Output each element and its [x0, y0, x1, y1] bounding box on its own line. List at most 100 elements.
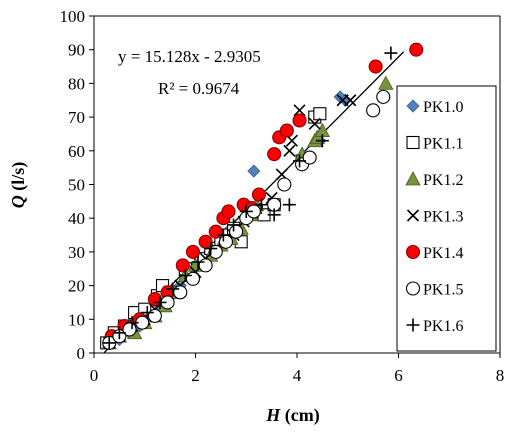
y-tick-label: 100 [60, 7, 86, 26]
legend-label-pk1-1: PK1.1 [423, 136, 463, 153]
legend-item-pk1-3: PK1.3 [406, 209, 463, 226]
point-pk1-4 [292, 113, 307, 128]
point-pk1-6 [216, 228, 230, 242]
point-pk1-5 [277, 177, 292, 192]
y-tick-label: 60 [68, 142, 85, 161]
legend-item-pk1-6: PK1.6 [406, 318, 463, 335]
point-pk1-2 [378, 75, 394, 90]
point-pk1-3 [283, 144, 296, 157]
legend-label-pk1-4: PK1.4 [423, 245, 463, 262]
legend-marker-pk1-4 [405, 244, 421, 260]
axes: 0 10 20 30 40 50 60 70 80 90 100 0 2 4 6 8 [60, 7, 505, 385]
x-tick-label: 2 [191, 366, 200, 385]
y-tick-label: 30 [68, 243, 85, 262]
point-pk1-6 [191, 255, 205, 269]
point-pk1-6 [293, 154, 307, 168]
point-pk1-4 [368, 59, 383, 74]
point-pk1-6 [153, 295, 167, 309]
y-tick-label: 80 [68, 74, 85, 93]
point-pk1-5 [229, 224, 244, 239]
point-pk1-5 [173, 285, 188, 300]
point-pk1-5 [218, 234, 233, 249]
legend-marker-pk1-5 [405, 281, 421, 296]
point-pk1-4 [279, 123, 294, 138]
series-pk1-4 [104, 42, 424, 344]
y-axis-unit: (l/s) [8, 162, 29, 196]
legend-marker-pk1-3 [406, 209, 420, 222]
x-tick-label: 0 [90, 366, 99, 385]
y-tick-label: 0 [77, 344, 86, 363]
legend-label-pk1-6: PK1.6 [423, 318, 463, 335]
trendline-equation-text: y = 15.128x - 2.9305 [118, 47, 261, 66]
point-pk1-6 [384, 46, 398, 60]
series-pk1-6 [102, 46, 398, 350]
legend-marker-pk1-6 [406, 318, 420, 332]
y-tick-label: 20 [68, 277, 85, 296]
point-pk1-5 [185, 271, 201, 286]
data-points [100, 42, 424, 350]
point-pk1-6 [315, 134, 329, 148]
legend-item-pk1-1: PK1.1 [406, 135, 463, 153]
y-axis-symbol: Q [8, 195, 28, 208]
point-pk1-3 [293, 104, 306, 117]
y-tick-label: 10 [68, 310, 85, 329]
point-pk1-6 [227, 218, 241, 232]
trendline-r2-text: R² = 0.9674 [158, 79, 240, 98]
legend-marker-pk1-0 [406, 99, 420, 113]
point-pk1-0 [247, 164, 261, 178]
point-pk1-6 [254, 198, 268, 212]
point-pk1-5 [376, 89, 391, 104]
y-tick-label: 50 [68, 176, 85, 195]
point-pk1-4 [185, 244, 201, 259]
x-axis-unit: (cm) [280, 405, 319, 426]
legend-item-pk1-5: PK1.5 [405, 281, 463, 299]
y-axis-title: Q (l/s) [8, 162, 29, 209]
legend: PK1.0 PK1.1 PK1.2 PK1.3 PK1.4 PK1.5 PK1.6 [396, 85, 497, 352]
legend-label-pk1-5: PK1.5 [423, 282, 463, 299]
point-pk1-5 [147, 308, 162, 323]
point-pk1-5 [366, 103, 381, 118]
x-tick-label: 8 [496, 366, 505, 385]
point-pk1-3 [308, 117, 321, 130]
legend-item-pk1-0: PK1.0 [406, 99, 463, 116]
legend-item-pk1-2: PK1.2 [405, 171, 463, 189]
point-pk1-4 [409, 42, 424, 57]
legend-marker-pk1-1 [406, 135, 420, 150]
x-axis-symbol: H [265, 405, 281, 425]
point-pk1-6 [239, 204, 253, 218]
x-tick-label: 4 [293, 366, 302, 385]
legend-label-pk1-3: PK1.3 [423, 209, 463, 226]
point-pk1-5 [198, 258, 213, 273]
point-pk1-6 [140, 306, 154, 320]
y-tick-label: 70 [68, 108, 85, 127]
legend-marker-pk1-2 [405, 171, 421, 186]
legend-box [396, 85, 497, 352]
point-pk1-3 [344, 94, 357, 107]
x-axis-title: H (cm) [265, 405, 320, 426]
legend-items: PK1.0 PK1.1 PK1.2 PK1.3 PK1.4 PK1.5 PK1.6 [405, 99, 463, 335]
point-pk1-6 [112, 326, 126, 340]
point-pk1-4 [251, 187, 266, 202]
legend-item-pk1-4: PK1.4 [405, 244, 463, 262]
y-tick-label: 40 [68, 209, 85, 228]
point-pk1-4 [175, 258, 190, 273]
point-pk1-4 [267, 147, 282, 162]
point-pk1-6 [282, 198, 296, 212]
trendline-equation: y = 15.128x - 2.9305 R² = 0.9674 [118, 47, 261, 98]
point-pk1-6 [178, 268, 192, 282]
point-pk1-5 [302, 150, 317, 165]
point-pk1-4 [208, 224, 223, 239]
point-pk1-5 [122, 322, 137, 337]
legend-label-pk1-2: PK1.2 [423, 172, 463, 189]
axis-titles: H (cm) Q (l/s) [8, 162, 320, 426]
point-pk1-6 [166, 282, 180, 296]
point-pk1-6 [204, 242, 218, 256]
x-tick-label: 6 [394, 366, 403, 385]
point-pk1-6 [267, 208, 281, 222]
point-pk1-6 [125, 316, 139, 330]
point-pk1-6 [102, 336, 116, 350]
y-tick-label: 90 [68, 41, 85, 60]
point-pk1-4 [221, 204, 236, 219]
